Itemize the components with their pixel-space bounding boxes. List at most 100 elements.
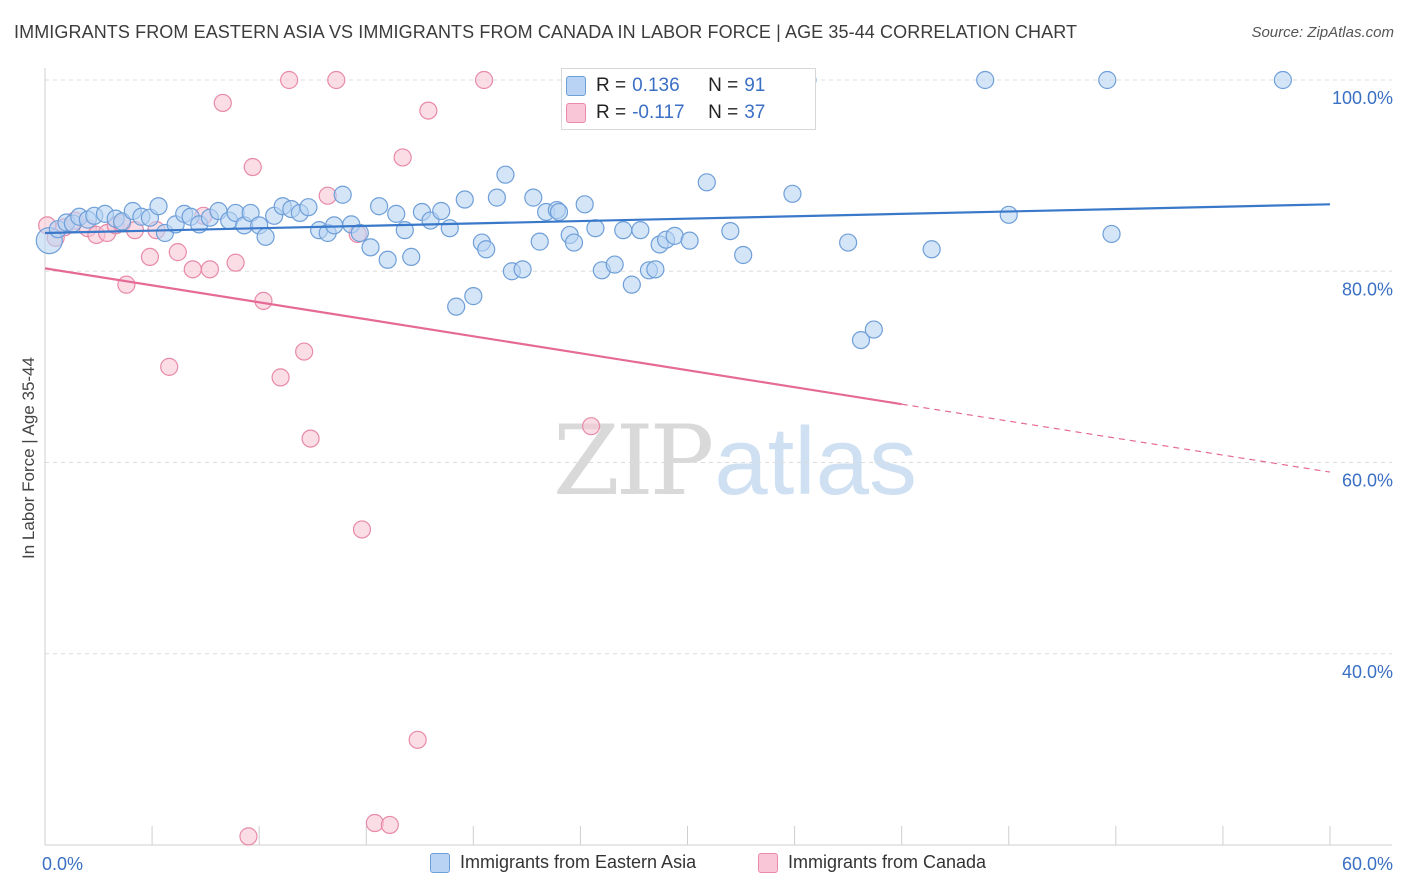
trend-line-canada	[44, 267, 902, 406]
stats-n-value: 91	[744, 75, 766, 96]
data-point-eastern-asia	[864, 320, 883, 339]
data-point-eastern-asia	[513, 260, 532, 279]
data-point-eastern-asia	[350, 223, 369, 243]
data-point-eastern-asia	[721, 221, 740, 241]
trend-line-extension-canada	[901, 403, 1331, 473]
trend-line-eastern-asia	[44, 203, 1331, 235]
chart-title: IMMIGRANTS FROM EASTERN ASIA VS IMMIGRAN…	[14, 22, 1078, 42]
data-point-eastern-asia	[734, 245, 753, 265]
stats-row-eastern-asia: R = 0.136 N = 91	[566, 73, 766, 99]
legend-swatch-eastern-asia	[430, 852, 450, 873]
data-point-canada	[254, 291, 273, 310]
data-point-eastern-asia	[477, 240, 496, 259]
data-point-canada	[365, 813, 384, 833]
data-point-eastern-asia	[922, 240, 941, 259]
data-point-eastern-asia	[1102, 224, 1121, 244]
data-point-eastern-asia	[614, 221, 633, 240]
data-point-eastern-asia	[697, 173, 716, 192]
data-point-eastern-asia	[586, 219, 605, 238]
data-point-canada	[200, 260, 220, 279]
series-legend: Immigrants from Eastern Asia Immigrants …	[0, 852, 1406, 878]
data-point-eastern-asia	[447, 297, 466, 316]
data-point-eastern-asia	[361, 238, 380, 257]
data-point-eastern-asia	[370, 197, 389, 216]
data-point-canada	[295, 342, 314, 361]
x-tick-label: 0.0%	[42, 854, 83, 874]
data-point-canada	[117, 275, 136, 294]
data-point-canada	[380, 815, 399, 835]
data-point-eastern-asia	[783, 184, 802, 203]
source-label: Source: ZipAtlas.com	[1251, 24, 1394, 41]
data-point-eastern-asia	[487, 188, 506, 207]
data-point-canada	[226, 253, 245, 272]
data-point-canada	[408, 730, 427, 749]
stats-n-label: N =	[708, 102, 739, 123]
y-tick-label: 100.0%	[1332, 88, 1393, 108]
data-point-eastern-asia	[432, 201, 451, 221]
stats-r-value: 0.136	[632, 75, 680, 96]
stats-r-value: -0.117	[632, 102, 685, 123]
data-point-eastern-asia	[241, 203, 260, 223]
stats-legend: R = 0.136 N = 91 R = -0.117 N = 37	[561, 68, 816, 130]
data-point-canada	[271, 368, 290, 387]
legend-label-canada: Immigrants from Canada	[788, 852, 987, 872]
data-point-canada	[327, 70, 346, 90]
data-point-eastern-asia	[455, 190, 474, 209]
data-point-eastern-asia	[402, 247, 421, 267]
x-tick-label: 60.0%	[1342, 854, 1393, 874]
data-point-eastern-asia	[524, 188, 543, 207]
stats-r-label: R =	[596, 75, 627, 96]
stats-n-label: N =	[708, 75, 739, 96]
data-point-eastern-asia	[851, 331, 871, 350]
y-tick-label: 60.0%	[1342, 471, 1393, 491]
data-point-canada	[140, 247, 160, 267]
data-point-eastern-asia	[549, 202, 569, 222]
data-point-eastern-asia	[333, 185, 352, 204]
data-point-canada	[213, 93, 232, 113]
data-point-eastern-asia	[575, 195, 594, 214]
data-point-canada	[582, 417, 601, 436]
stats-n-value: 37	[744, 102, 766, 123]
data-point-eastern-asia	[622, 275, 641, 294]
data-point-canada	[280, 70, 299, 90]
data-point-eastern-asia	[496, 165, 515, 184]
data-point-eastern-asia	[378, 250, 397, 269]
data-point-canada	[183, 260, 202, 279]
data-point-canada	[474, 70, 494, 90]
legend-item-eastern-asia[interactable]: Immigrants from Eastern Asia	[430, 852, 696, 873]
data-point-eastern-asia	[839, 233, 858, 252]
data-point-eastern-asia	[256, 227, 275, 246]
legend-swatch-canada	[758, 852, 778, 873]
data-point-eastern-asia	[530, 232, 549, 251]
stats-r-label: R =	[596, 102, 627, 123]
stats-swatch-canada	[566, 103, 586, 123]
data-point-eastern-asia	[631, 221, 650, 240]
data-point-eastern-asia	[464, 287, 483, 306]
data-point-eastern-asia	[149, 197, 168, 216]
data-point-eastern-asia	[605, 255, 624, 274]
data-point-canada	[239, 827, 258, 846]
data-point-canada	[419, 101, 438, 120]
data-point-eastern-asia	[976, 70, 995, 90]
data-point-canada	[160, 357, 179, 376]
data-point-canada	[352, 520, 372, 539]
data-point-canada	[301, 429, 320, 448]
watermark-atlas: atlas	[714, 408, 917, 515]
data-point-eastern-asia	[665, 226, 684, 245]
data-point-eastern-asia	[440, 219, 459, 238]
data-point-eastern-asia	[1273, 70, 1292, 90]
stats-swatch-eastern-asia	[566, 76, 586, 96]
legend-item-canada[interactable]: Immigrants from Canada	[758, 852, 986, 873]
data-point-canada	[168, 243, 187, 262]
data-point-eastern-asia	[1098, 70, 1117, 90]
y-tick-label: 40.0%	[1342, 662, 1393, 682]
legend-label-eastern-asia: Immigrants from Eastern Asia	[460, 852, 697, 872]
data-point-eastern-asia	[999, 205, 1018, 224]
data-point-canada	[243, 157, 262, 177]
data-point-eastern-asia	[387, 204, 406, 223]
data-point-eastern-asia	[299, 198, 318, 217]
data-point-eastern-asia	[564, 233, 584, 252]
y-tick-label: 80.0%	[1342, 279, 1393, 299]
data-point-eastern-asia	[680, 231, 699, 250]
